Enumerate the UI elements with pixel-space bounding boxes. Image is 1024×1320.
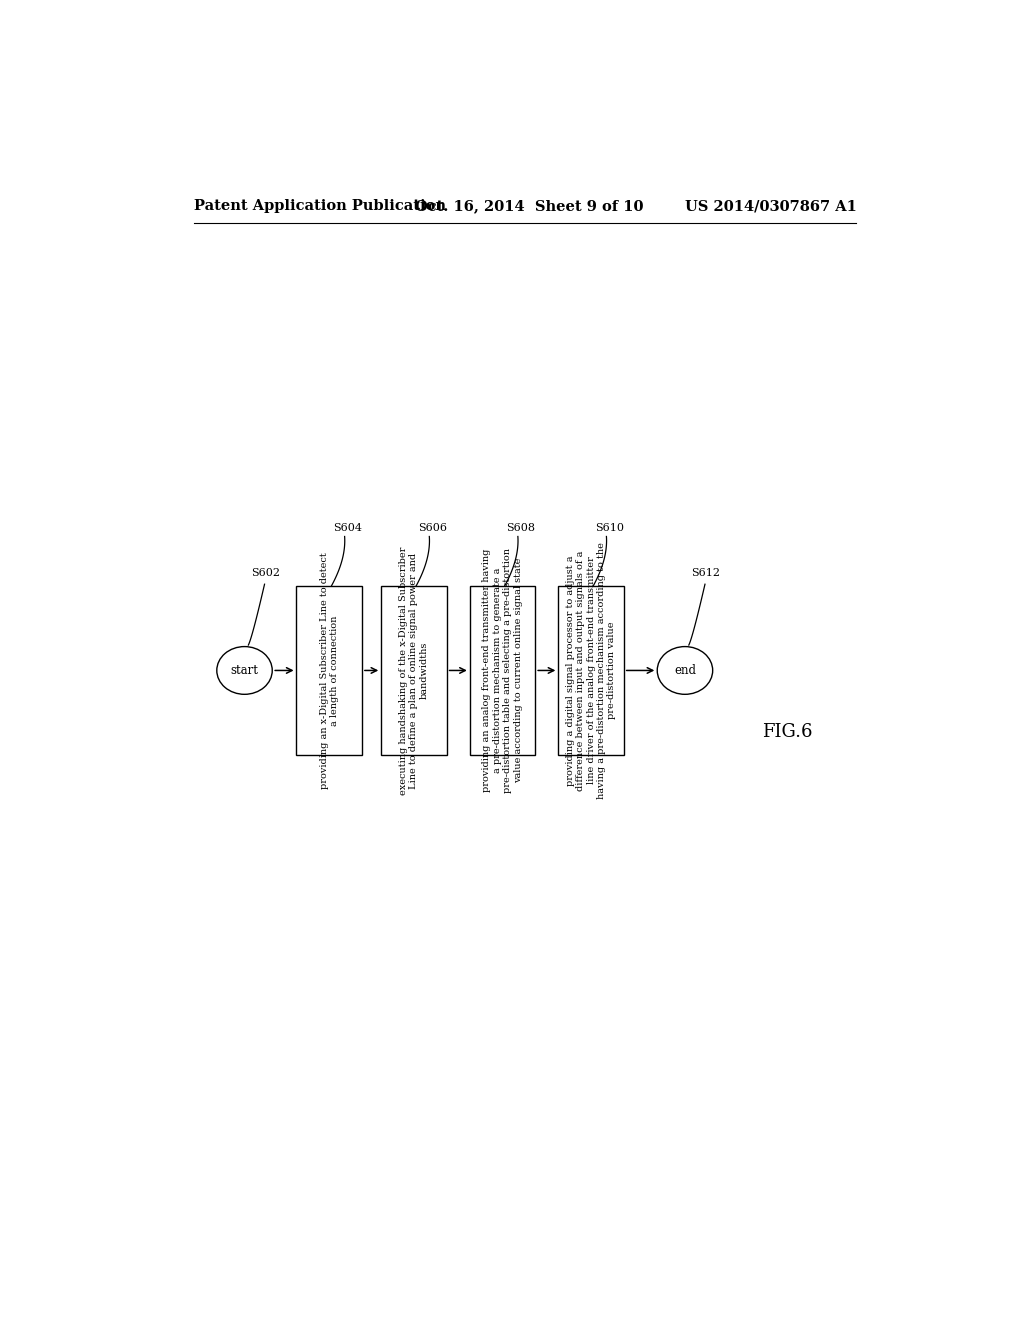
Text: start: start <box>230 664 258 677</box>
Bar <box>558 586 624 755</box>
Text: Patent Application Publication: Patent Application Publication <box>194 199 445 213</box>
Text: providing an analog front-end transmitter having
a pre-distortion mechanism to g: providing an analog front-end transmitte… <box>482 548 522 793</box>
Text: S604: S604 <box>333 524 362 533</box>
Text: providing an x-Digital Subscriber Line to detect
a length of connection: providing an x-Digital Subscriber Line t… <box>319 552 339 789</box>
Bar <box>297 586 361 755</box>
Bar <box>381 586 446 755</box>
Text: Oct. 16, 2014  Sheet 9 of 10: Oct. 16, 2014 Sheet 9 of 10 <box>416 199 644 213</box>
Text: S612: S612 <box>691 568 720 578</box>
Ellipse shape <box>217 647 272 694</box>
Text: providing a digital signal processor to adjust a
difference between input and ou: providing a digital signal processor to … <box>565 543 616 799</box>
Text: S606: S606 <box>418 524 446 533</box>
Text: S610: S610 <box>595 524 624 533</box>
Text: end: end <box>674 664 696 677</box>
Text: S608: S608 <box>506 524 536 533</box>
Ellipse shape <box>657 647 713 694</box>
Text: executing handshaking of the x-Digital Subscriber
Line to define a plan of onlin: executing handshaking of the x-Digital S… <box>399 546 429 795</box>
Bar <box>470 586 536 755</box>
Text: US 2014/0307867 A1: US 2014/0307867 A1 <box>685 199 857 213</box>
Text: FIG.6: FIG.6 <box>762 723 812 741</box>
Text: S602: S602 <box>251 568 280 578</box>
